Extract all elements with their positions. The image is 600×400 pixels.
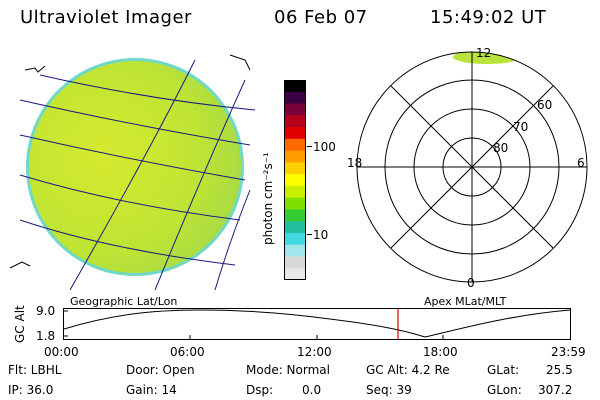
polar-plot [356, 51, 588, 283]
colorbar-band [284, 91, 306, 105]
colorbar-tick-10: 10 [313, 228, 329, 242]
altitude-frame [63, 308, 571, 340]
mlt-18-label: 18 [347, 156, 363, 170]
colorbar-band [284, 244, 306, 257]
ip-info: IP: 36.0 [8, 383, 54, 397]
alt-xtick-2359: 23:59 [551, 345, 586, 359]
date-label: 06 Feb 07 [274, 7, 368, 28]
gc-alt-axis-title: GC Alt [13, 305, 27, 343]
colorbar-unit-label: photon cm⁻²s⁻¹ [261, 152, 275, 245]
alt-xtick-0600: 06:00 [170, 345, 205, 359]
alt-ytick-9: 9.0 [36, 304, 56, 318]
instrument-title: Ultraviolet Imager [20, 7, 192, 28]
geographic-image [9, 54, 256, 290]
mlt-6-label: 6 [577, 156, 585, 170]
glat-value: 25.5 [546, 363, 573, 377]
colorbar-band [284, 80, 306, 93]
uv-emission-disk [29, 61, 241, 273]
geographic-label: Geographic Lat/Lon [70, 295, 178, 308]
colorbar-band [284, 115, 306, 128]
mlat-70-label: 70 [513, 120, 529, 134]
alt-xtick-1200: 12:00 [297, 345, 332, 359]
apex-label: Apex MLat/MLT [424, 295, 507, 308]
seq-info: Seq: 39 [366, 383, 412, 397]
alt-xtick-1800: 18:00 [423, 345, 458, 359]
dsp-value: 0.0 [302, 383, 322, 397]
colorbar-band [284, 221, 306, 234]
colorbar-band [284, 232, 306, 246]
colorbar-band [284, 138, 306, 152]
colorbar-band [284, 197, 306, 210]
mlt-0-label: 0 [467, 276, 475, 290]
colorbar-band [284, 256, 306, 269]
alt-xtick-0000: 00:00 [44, 345, 79, 359]
colorbar-band [284, 127, 306, 140]
altitude-curve [63, 309, 571, 338]
mlat-80-label: 80 [493, 141, 509, 155]
colorbar-band [284, 162, 306, 175]
colorbar-band [284, 150, 306, 163]
time-label: 15:49:02 UT [430, 7, 547, 28]
mode-info: Mode: Normal [246, 363, 330, 377]
colorbar [284, 80, 306, 280]
colorbar-band [284, 174, 306, 187]
mlat-60-label: 60 [537, 98, 553, 112]
dsp-label: Dsp: [246, 383, 274, 397]
glon-label: GLon: [487, 383, 522, 397]
flt-info: Flt: LBHL [8, 363, 62, 377]
coastline [9, 54, 251, 269]
gc-alt-info: GC Alt: 4.2 Re [366, 363, 450, 377]
colorbar-band [284, 268, 306, 280]
lat-lon-grid [19, 59, 256, 290]
glat-label: GLat: [487, 363, 520, 377]
colorbar-band [284, 103, 306, 116]
altitude-plot [63, 308, 571, 340]
gain-info: Gain: 14 [126, 383, 177, 397]
glon-value: 307.2 [538, 383, 573, 397]
door-info: Door: Open [126, 363, 195, 377]
alt-ytick-1-8: 1.8 [36, 329, 56, 343]
colorbar-tick-100: 100 [313, 140, 336, 154]
colorbar-band [284, 209, 306, 222]
mlt-12-label: 12 [476, 46, 492, 60]
meridian-diag-2 [390, 85, 554, 249]
colorbar-band [284, 185, 306, 199]
